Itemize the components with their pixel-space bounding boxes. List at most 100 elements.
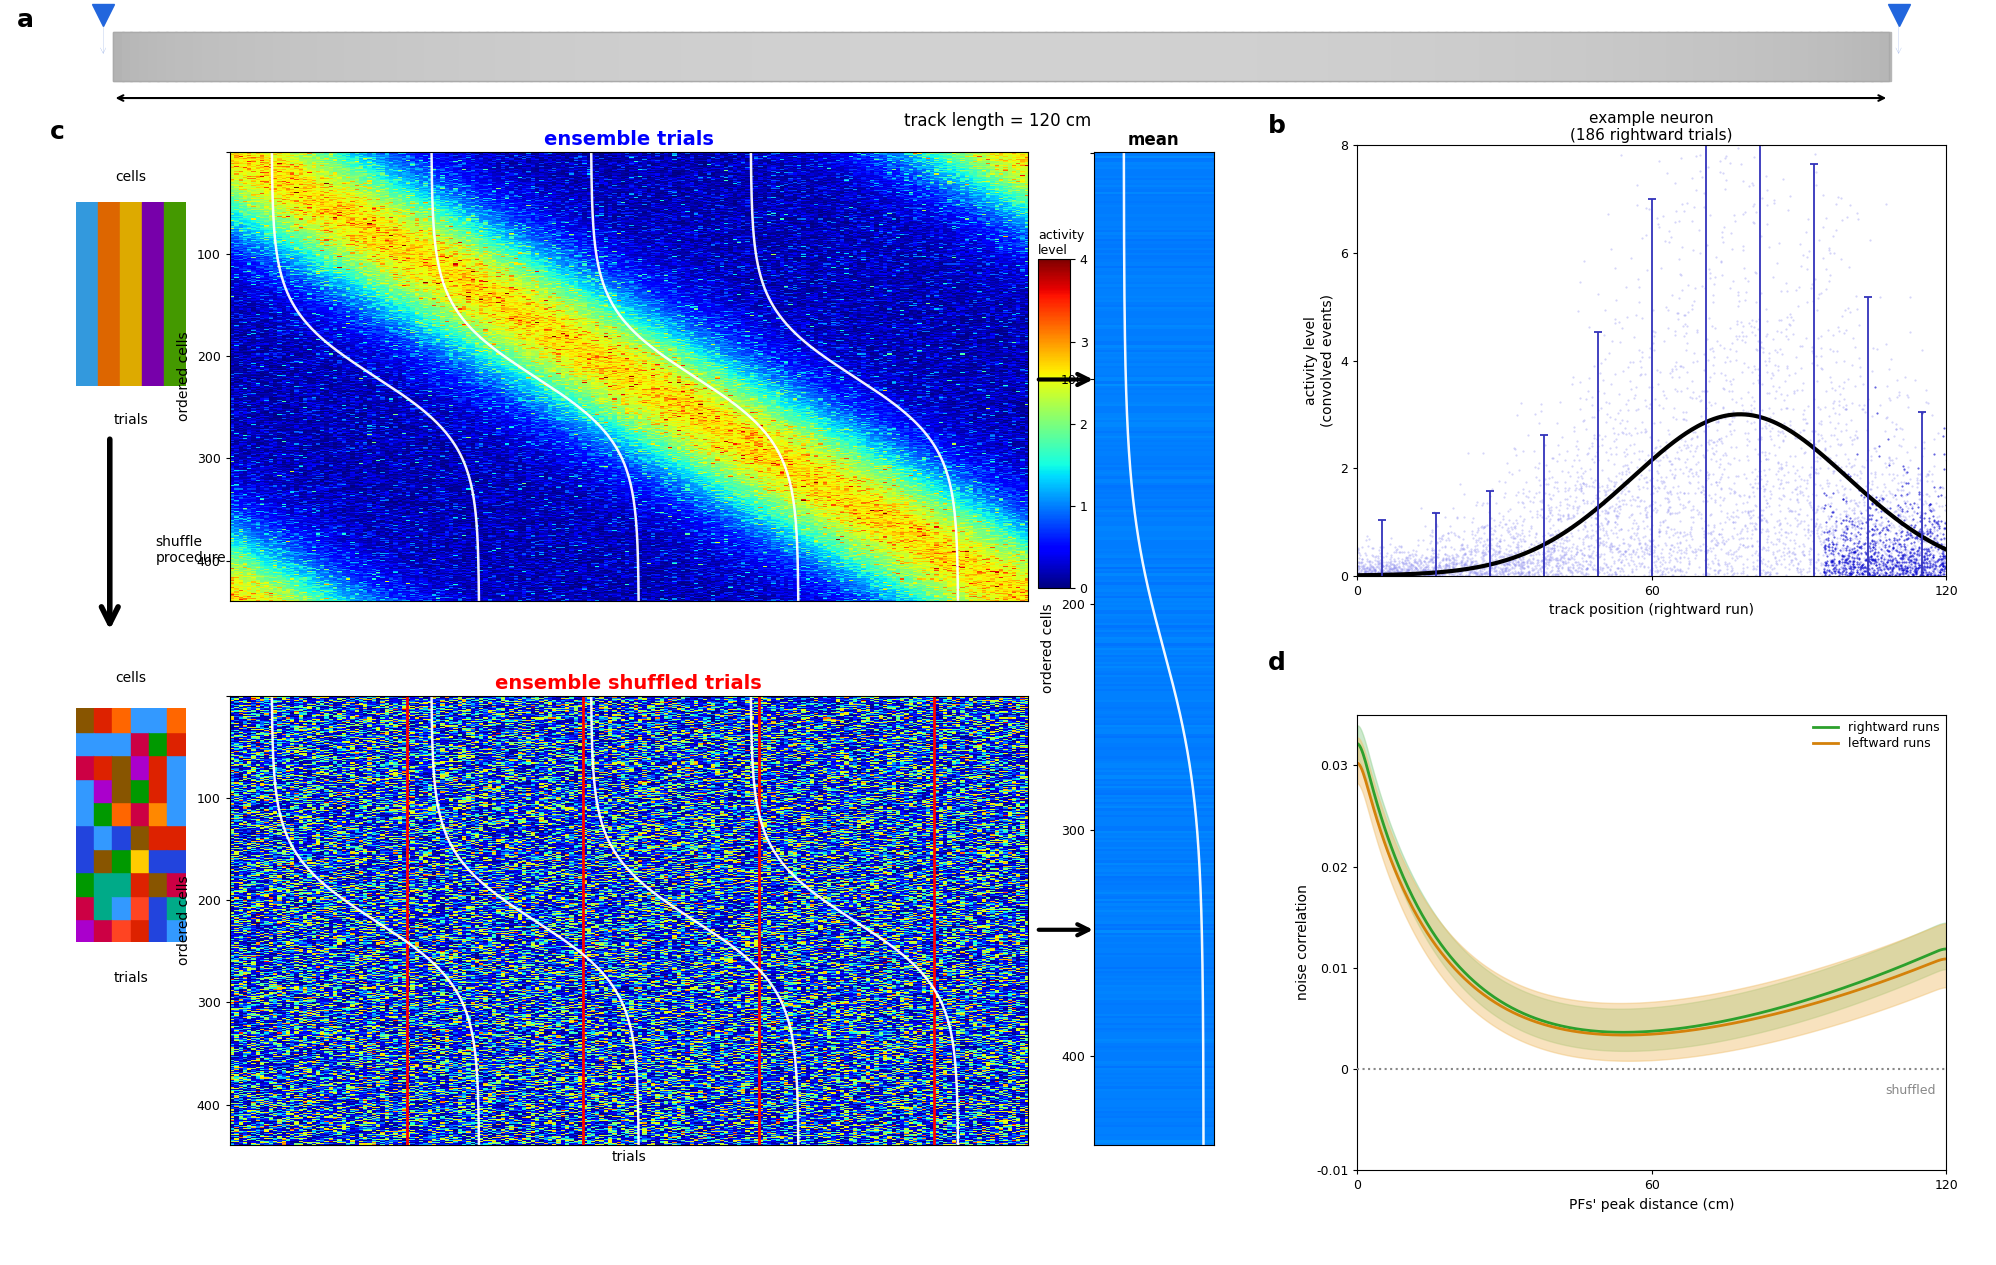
Point — [1828, 516, 1860, 536]
Point — [1904, 526, 1936, 546]
Point — [1804, 414, 1836, 434]
Point — [1754, 109, 1786, 129]
Point — [1910, 491, 1942, 511]
Point — [1625, 366, 1657, 386]
Point — [1375, 559, 1407, 579]
Point — [1772, 462, 1804, 482]
Bar — [176, 32, 186, 81]
Point — [1393, 557, 1425, 577]
Point — [1760, 563, 1792, 583]
Point — [1511, 486, 1543, 506]
Point — [1657, 502, 1689, 522]
Point — [1555, 486, 1587, 506]
Point — [1808, 535, 1840, 555]
Point — [1561, 560, 1593, 581]
Point — [1750, 497, 1782, 517]
Point — [1745, 429, 1776, 449]
Point — [1846, 555, 1878, 576]
Point — [1802, 549, 1834, 569]
Point — [1866, 519, 1898, 539]
Point — [1786, 409, 1818, 429]
Point — [1549, 519, 1581, 539]
Point — [1507, 493, 1539, 514]
Point — [1687, 477, 1719, 497]
Point — [1513, 487, 1545, 507]
Point — [1884, 497, 1916, 517]
Point — [1525, 498, 1557, 519]
Point — [1669, 483, 1701, 503]
Point — [1491, 545, 1523, 565]
Point — [1814, 425, 1846, 445]
Point — [1780, 558, 1812, 578]
Point — [1916, 506, 1948, 526]
Point — [1739, 359, 1770, 380]
Point — [1844, 559, 1876, 579]
Bar — [1703, 32, 1713, 81]
Point — [1557, 497, 1589, 517]
Point — [1625, 466, 1657, 486]
Point — [1579, 355, 1611, 376]
Point — [1531, 534, 1563, 554]
Point — [1750, 519, 1782, 539]
Point — [1792, 519, 1824, 539]
Point — [1788, 525, 1820, 545]
Point — [1705, 430, 1737, 450]
Point — [1864, 522, 1896, 543]
Point — [1519, 457, 1551, 477]
Bar — [735, 32, 745, 81]
Point — [1643, 521, 1675, 541]
Point — [1427, 529, 1459, 549]
Point — [1908, 545, 1940, 565]
Point — [1381, 562, 1413, 582]
Point — [1633, 562, 1665, 582]
Point — [1798, 557, 1830, 577]
Point — [1359, 559, 1391, 579]
Point — [1786, 534, 1818, 554]
Point — [1772, 541, 1804, 562]
Point — [1665, 546, 1697, 567]
Point — [1601, 506, 1633, 526]
Point — [1467, 531, 1499, 552]
Point — [1739, 195, 1770, 215]
Point — [1631, 396, 1663, 416]
Point — [1699, 534, 1731, 554]
Point — [1361, 546, 1393, 567]
Point — [1741, 340, 1772, 361]
Point — [1784, 560, 1816, 581]
Point — [1661, 522, 1693, 543]
Point — [1906, 445, 1938, 466]
Point — [1559, 544, 1591, 564]
Point — [1782, 503, 1814, 524]
Point — [1924, 529, 1956, 549]
Point — [1872, 557, 1904, 577]
Bar — [1329, 32, 1339, 81]
Point — [1852, 522, 1884, 543]
Point — [1788, 443, 1820, 463]
Point — [1705, 478, 1737, 498]
Point — [1383, 564, 1415, 584]
Point — [1745, 460, 1776, 481]
Point — [1595, 559, 1627, 579]
Point — [1567, 490, 1599, 510]
Point — [1373, 563, 1405, 583]
Point — [1800, 500, 1832, 520]
Point — [1669, 564, 1701, 584]
Point — [1705, 111, 1737, 132]
Point — [1397, 545, 1429, 565]
Point — [1471, 492, 1503, 512]
Point — [1437, 554, 1469, 574]
Point — [1866, 545, 1898, 565]
Point — [1611, 400, 1643, 420]
Point — [1762, 510, 1794, 530]
Point — [1838, 555, 1870, 576]
Point — [1870, 517, 1902, 538]
Point — [1888, 548, 1920, 568]
Point — [1832, 519, 1864, 539]
Point — [1689, 278, 1721, 299]
Point — [1613, 473, 1645, 493]
Point — [1892, 560, 1924, 581]
Point — [1677, 295, 1709, 315]
Point — [1573, 316, 1605, 336]
Point — [1467, 516, 1499, 536]
Point — [1804, 524, 1836, 544]
